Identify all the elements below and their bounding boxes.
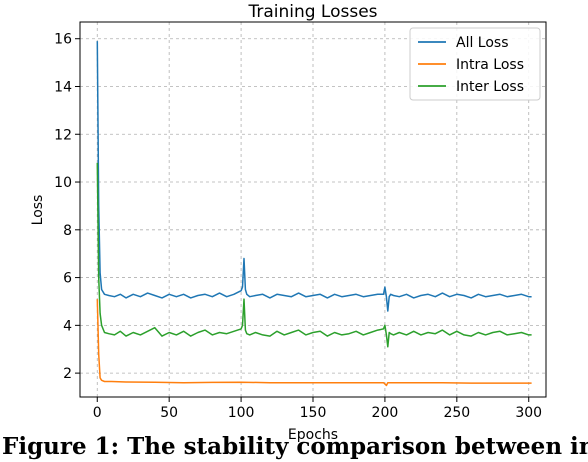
legend: All Loss Intra Loss Inter Loss	[409, 27, 541, 101]
x-tick-label: 50	[160, 405, 178, 421]
legend-box	[409, 27, 541, 101]
x-tick-label: 250	[443, 405, 470, 421]
series-line-inter-loss	[96, 162, 532, 348]
y-tick-label: 6	[63, 271, 72, 287]
y-tick-label: 8	[63, 223, 72, 239]
x-tick-label: 150	[300, 405, 327, 421]
series-line-all-loss	[96, 41, 532, 312]
legend-label: All Loss	[456, 35, 509, 51]
x-axis: 0 50 100 150 200 250 300	[93, 397, 542, 421]
y-axis: 2 4 6 8 10 12 14 16	[54, 32, 80, 382]
y-axis-label: Loss	[30, 195, 46, 226]
figure-caption: Figure 1: The stability comparison betwe…	[2, 433, 588, 460]
x-tick-label: 0	[93, 405, 102, 421]
x-tick-label: 300	[515, 405, 542, 421]
x-tick-label: 100	[228, 405, 255, 421]
x-tick-label: 200	[372, 405, 399, 421]
x-axis-label: Epochs	[288, 427, 338, 443]
y-tick-label: 10	[54, 175, 72, 191]
legend-label: Intra Loss	[456, 57, 524, 73]
series-line-intra-loss	[96, 299, 532, 387]
legend-label: Inter Loss	[456, 79, 524, 95]
y-tick-label: 16	[54, 32, 72, 48]
chart: Training Losses 0 50 100 150 200 250 300 2 4 6 8 1…	[30, 2, 547, 443]
y-tick-label: 12	[54, 127, 72, 143]
y-tick-label: 14	[54, 79, 72, 95]
data-lines	[96, 41, 532, 387]
y-tick-label: 4	[63, 318, 72, 334]
y-tick-label: 2	[63, 366, 72, 382]
chart-title: Training Losses	[247, 2, 377, 22]
